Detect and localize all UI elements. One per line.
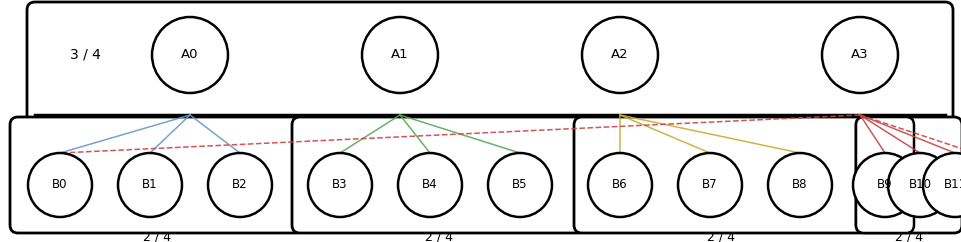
Text: B1: B1 bbox=[142, 179, 158, 191]
Text: B3: B3 bbox=[332, 179, 347, 191]
FancyBboxPatch shape bbox=[855, 117, 913, 233]
Text: B10: B10 bbox=[907, 179, 930, 191]
Text: A0: A0 bbox=[181, 48, 199, 61]
Text: A3: A3 bbox=[850, 48, 868, 61]
Circle shape bbox=[587, 153, 652, 217]
Circle shape bbox=[208, 153, 272, 217]
Text: B9: B9 bbox=[876, 179, 892, 191]
Circle shape bbox=[922, 153, 961, 217]
FancyBboxPatch shape bbox=[27, 2, 952, 123]
Text: B2: B2 bbox=[232, 179, 248, 191]
Text: 2 / 4: 2 / 4 bbox=[425, 231, 453, 242]
Text: B5: B5 bbox=[511, 179, 528, 191]
Text: B8: B8 bbox=[792, 179, 807, 191]
Circle shape bbox=[361, 17, 437, 93]
Text: 3 / 4: 3 / 4 bbox=[69, 48, 100, 62]
Circle shape bbox=[678, 153, 741, 217]
Text: 2 / 4: 2 / 4 bbox=[894, 231, 922, 242]
Circle shape bbox=[581, 17, 657, 93]
Text: 2 / 4: 2 / 4 bbox=[706, 231, 734, 242]
Circle shape bbox=[152, 17, 228, 93]
FancyBboxPatch shape bbox=[292, 117, 585, 233]
Text: A2: A2 bbox=[610, 48, 628, 61]
FancyBboxPatch shape bbox=[10, 117, 304, 233]
Circle shape bbox=[767, 153, 831, 217]
Circle shape bbox=[398, 153, 461, 217]
Text: 2 / 4: 2 / 4 bbox=[143, 231, 171, 242]
Circle shape bbox=[821, 17, 897, 93]
Text: B4: B4 bbox=[422, 179, 437, 191]
Text: A1: A1 bbox=[391, 48, 408, 61]
Circle shape bbox=[487, 153, 552, 217]
Text: B6: B6 bbox=[611, 179, 628, 191]
Circle shape bbox=[118, 153, 182, 217]
Text: B11: B11 bbox=[943, 179, 961, 191]
FancyBboxPatch shape bbox=[855, 117, 961, 233]
Circle shape bbox=[28, 153, 92, 217]
Circle shape bbox=[852, 153, 916, 217]
Text: B7: B7 bbox=[702, 179, 717, 191]
Text: B0: B0 bbox=[52, 179, 67, 191]
FancyBboxPatch shape bbox=[574, 117, 867, 233]
Circle shape bbox=[308, 153, 372, 217]
Circle shape bbox=[887, 153, 951, 217]
